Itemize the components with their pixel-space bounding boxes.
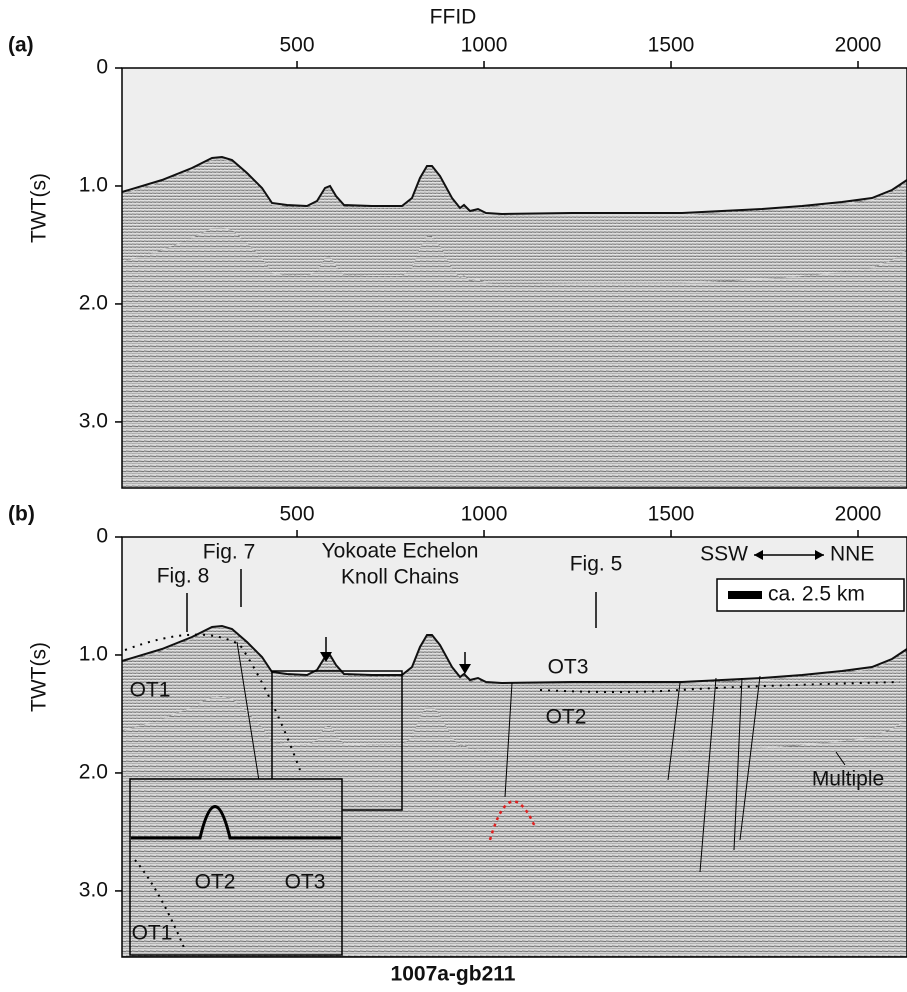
x-tick-label: 2000 bbox=[835, 34, 882, 57]
y-tick-label: 2.0 bbox=[79, 761, 108, 784]
annotation: OT3 bbox=[285, 871, 326, 894]
annotation-line bbox=[733, 677, 743, 851]
annotation: OT2 bbox=[195, 871, 236, 894]
x-tick-label: 500 bbox=[280, 503, 315, 526]
annotation-line bbox=[504, 682, 513, 798]
arrow-head bbox=[459, 664, 471, 674]
inset-seafloor bbox=[131, 805, 341, 840]
y-axis-title: TWT(s) bbox=[28, 173, 51, 243]
x-tick-label: 1000 bbox=[461, 503, 508, 526]
y-tick-label: 2.0 bbox=[79, 292, 108, 315]
y-tick-label: 0 bbox=[96, 56, 108, 79]
inset-horizon bbox=[134, 859, 186, 951]
y-tick-label: 1.0 bbox=[79, 174, 108, 197]
annotation-line bbox=[835, 751, 846, 766]
sediment-layers bbox=[122, 628, 907, 753]
annotation: ca. 2.5 km bbox=[768, 583, 865, 606]
annotation: Fig. 7 bbox=[203, 541, 256, 564]
panel-label: (a) bbox=[8, 34, 34, 57]
annotation: Fig. 5 bbox=[570, 553, 623, 576]
top-axis-title: FFID bbox=[430, 6, 477, 29]
y-tick-label: 0 bbox=[96, 525, 108, 548]
arrow-head bbox=[320, 652, 332, 662]
annotation: OT1 bbox=[130, 679, 171, 702]
arrow-head bbox=[815, 550, 824, 560]
x-tick-label: 1000 bbox=[461, 34, 508, 57]
plot-frame bbox=[121, 67, 907, 489]
panel bbox=[121, 67, 907, 489]
panel-label: (b) bbox=[8, 503, 35, 526]
y-tick-label: 3.0 bbox=[79, 409, 108, 432]
annotation: Fig. 8 bbox=[157, 565, 210, 588]
annotation: NNE bbox=[830, 543, 874, 566]
annotation: SSW bbox=[700, 543, 748, 566]
plot-frame bbox=[121, 536, 907, 958]
arrow-head bbox=[754, 550, 763, 560]
x-tick-label: 2000 bbox=[835, 503, 882, 526]
annotation-line bbox=[699, 677, 717, 873]
horizon-dots bbox=[539, 681, 901, 693]
annotation: Yokoate Echelon bbox=[322, 540, 479, 563]
x-tick-label: 1500 bbox=[648, 503, 695, 526]
intrusion-outline bbox=[488, 800, 537, 841]
y-tick-label: 3.0 bbox=[79, 878, 108, 901]
horizon-dots bbox=[124, 633, 301, 771]
scale-bar bbox=[728, 591, 762, 599]
sediment-layers bbox=[122, 159, 907, 284]
annotation: OT1 bbox=[132, 922, 173, 945]
y-tick-label: 1.0 bbox=[79, 643, 108, 666]
inset bbox=[129, 778, 343, 956]
seafloor bbox=[121, 624, 907, 685]
seafloor bbox=[121, 155, 907, 216]
annotation: OT2 bbox=[546, 706, 587, 729]
annotation: Multiple bbox=[812, 768, 884, 791]
annotation: OT3 bbox=[548, 656, 589, 679]
x-tick-label: 500 bbox=[280, 34, 315, 57]
bottom-title: 1007a-gb211 bbox=[391, 963, 516, 986]
y-axis-title: TWT(s) bbox=[28, 642, 51, 712]
annotation-line bbox=[739, 675, 761, 841]
annotation: Knoll Chains bbox=[341, 566, 459, 589]
annotation-line bbox=[667, 682, 681, 781]
x-tick-label: 1500 bbox=[648, 34, 695, 57]
